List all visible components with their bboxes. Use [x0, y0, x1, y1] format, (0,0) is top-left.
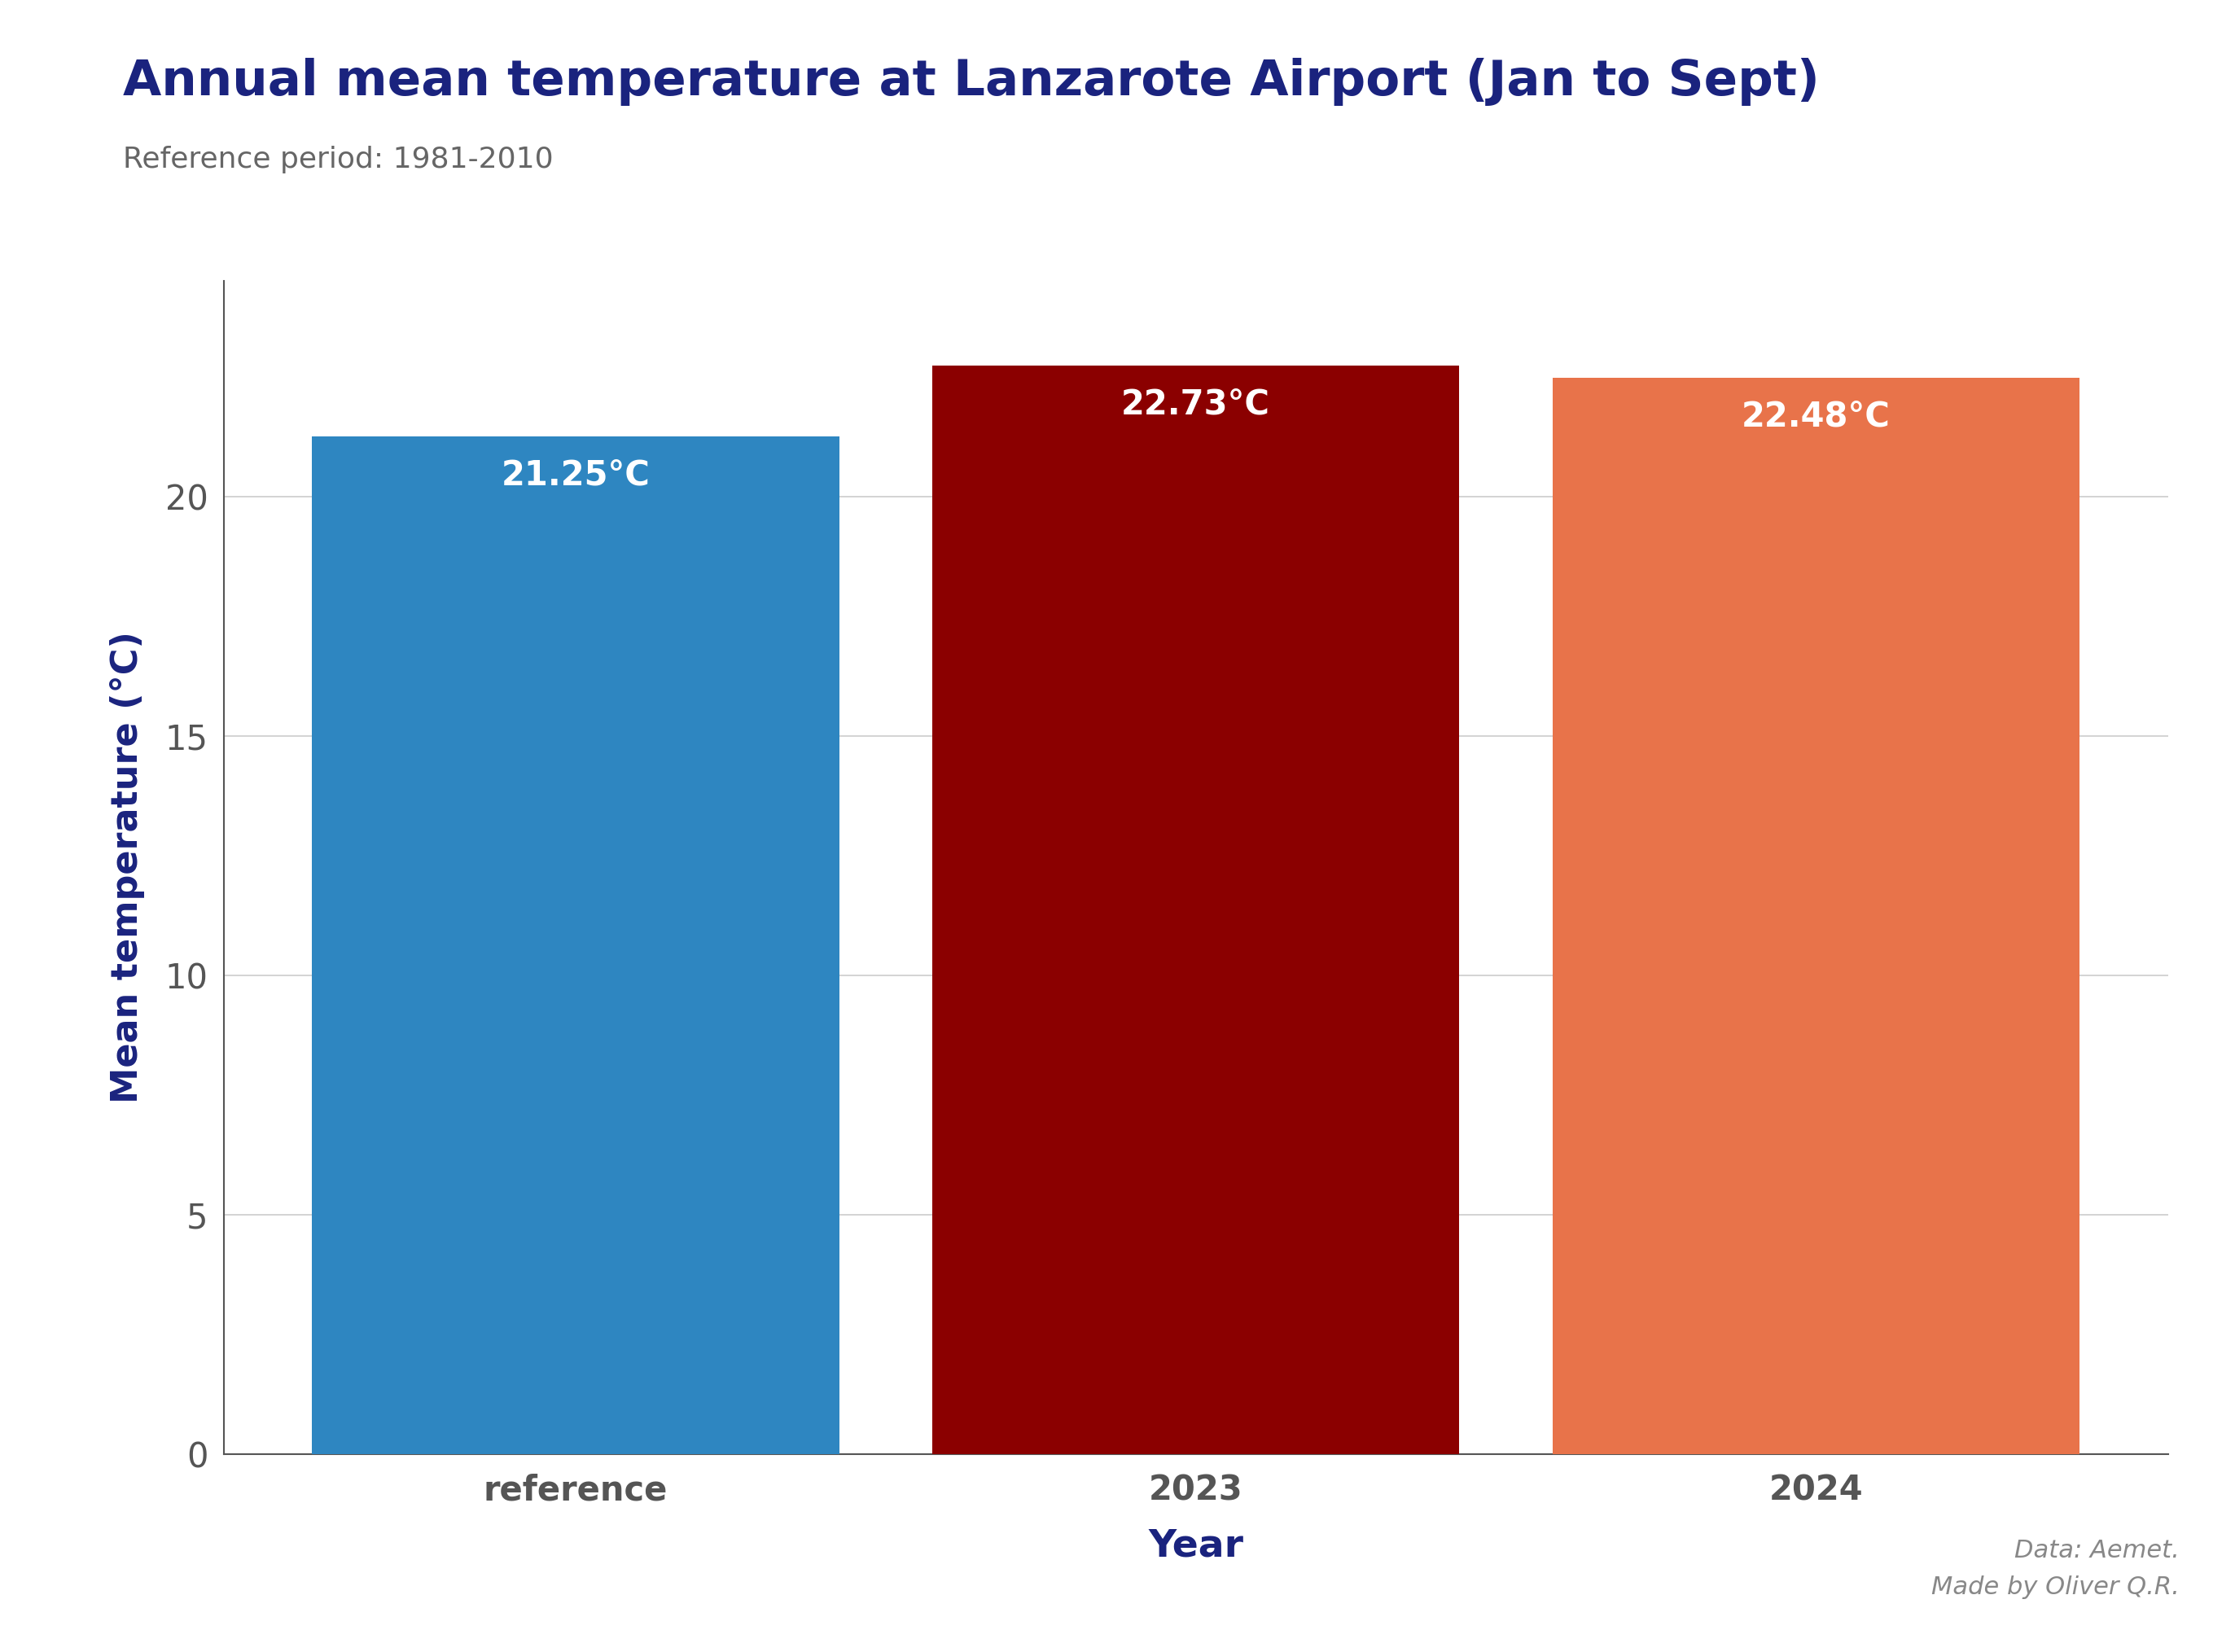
Bar: [1553, 378, 2079, 1454]
Bar: [313, 436, 838, 1454]
X-axis label: Year: Year: [1149, 1528, 1243, 1564]
Text: Data: Aemet.
Made by Oliver Q.R.: Data: Aemet. Made by Oliver Q.R.: [1931, 1538, 2179, 1599]
Text: 22.48°C: 22.48°C: [1741, 400, 1891, 433]
Text: Reference period: 1981-2010: Reference period: 1981-2010: [123, 145, 554, 173]
Bar: [932, 365, 1459, 1454]
Text: 22.73°C: 22.73°C: [1122, 387, 1269, 421]
Y-axis label: Mean temperature (°C): Mean temperature (°C): [110, 631, 145, 1104]
Text: 21.25°C: 21.25°C: [501, 458, 650, 492]
Text: Annual mean temperature at Lanzarote Airport (Jan to Sept): Annual mean temperature at Lanzarote Air…: [123, 58, 1819, 106]
